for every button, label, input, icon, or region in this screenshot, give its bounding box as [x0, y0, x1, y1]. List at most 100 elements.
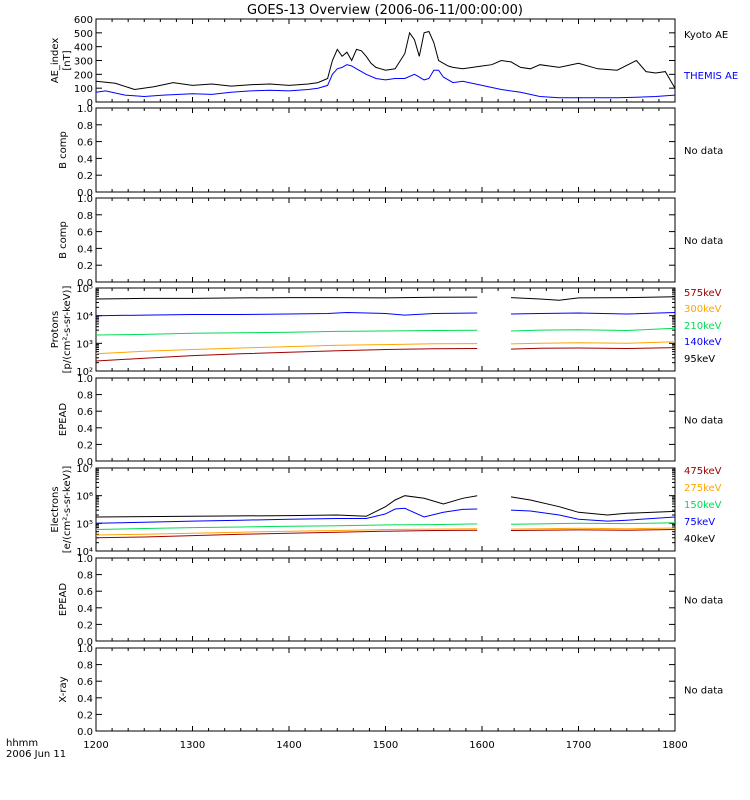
y-axis-label: B comp	[58, 131, 69, 169]
panel-3: 0.0 0.2 0.4 0.6 0.8 1.0 B comp No data	[58, 194, 723, 289]
series-line-300kev	[510, 341, 676, 345]
y-tick-label: 10⁵	[76, 519, 93, 530]
y-tick-label: 0.4	[77, 604, 93, 615]
y-tick-label: 10²	[76, 367, 93, 378]
y-axis-label: Electrons	[50, 486, 61, 532]
y-tick-label: 0.2	[77, 620, 93, 631]
legend-label: 575keV	[684, 288, 722, 299]
panel-frame	[95, 107, 676, 193]
panel-4: 10² 10³ 10⁴ 10⁵ Protons [p/(cm²-s-sr-keV)] 575…	[50, 284, 722, 378]
y-tick-label: 10⁷	[76, 464, 93, 475]
series-line-40kev	[510, 496, 676, 516]
legend-label: 40keV	[684, 534, 715, 545]
y-tick-label: 0.0	[77, 727, 93, 738]
y-axis-label: Protons	[50, 311, 61, 348]
panel-1: 0 100 200 300 400 500 600 AE_index [nT] Kyoto AE T…	[50, 15, 738, 109]
y-axis-label: X-ray	[58, 676, 69, 702]
series-line-themis-ae	[95, 64, 676, 99]
y-tick-label: 0.6	[77, 587, 93, 598]
y-tick-label: 1.0	[77, 194, 93, 205]
x-tick-label: 1800	[662, 740, 687, 751]
series-line-275kev	[95, 528, 478, 536]
series-line-95kev	[510, 296, 676, 301]
series-line-150kev	[510, 522, 676, 525]
y-tick-label: 0.8	[77, 661, 93, 672]
y-tick-label: 1.0	[77, 104, 93, 115]
panel-frame	[95, 467, 676, 552]
series-line-475kev	[95, 529, 478, 539]
y-tick-label: 300	[74, 57, 93, 68]
y-tick-label: 0.2	[77, 171, 93, 182]
y-tick-label: 0.0	[77, 188, 93, 199]
x-axis-label-hhmm: hhmm	[6, 738, 38, 749]
y-tick-label: 0.8	[77, 121, 93, 132]
legend-label: 150keV	[684, 500, 722, 511]
legend-label: 300keV	[684, 304, 722, 315]
y-tick-label: 0.0	[77, 457, 93, 468]
y-tick-label: 0.6	[77, 677, 93, 688]
y-tick-label: 0.0	[77, 637, 93, 648]
y-tick-label: 0.4	[77, 154, 93, 165]
legend-label: THEMIS AE	[683, 71, 738, 82]
series-line-140kev	[95, 311, 478, 317]
legend-label: 95keV	[684, 354, 715, 365]
y-axis-label: EPEAD	[58, 583, 69, 617]
series-line-140kev	[510, 312, 676, 315]
panel-8: 0.0 0.2 0.4 0.6 0.8 1.0 X-ray No data	[58, 644, 723, 738]
series-line-575kev	[510, 347, 676, 350]
series-line-300kev	[95, 343, 478, 355]
y-axis-label: [e/(cm²-s-sr-keV)]	[62, 466, 73, 554]
y-tick-label: 1.0	[77, 374, 93, 385]
y-tick-label: 0.2	[77, 440, 93, 451]
y-axis-label: [nT]	[62, 50, 73, 70]
y-tick-label: 0.6	[77, 138, 93, 149]
panel-frame	[95, 197, 676, 283]
legend-label: 75keV	[684, 517, 715, 528]
y-axis-label: EPEAD	[58, 403, 69, 437]
panel-6: 10⁴ 10⁵ 10⁶ 10⁷ Electrons [e/(cm²-s-sr-keV)] 4…	[50, 464, 722, 558]
y-tick-label: 0.4	[77, 244, 93, 255]
panel-2: 0.0 0.2 0.4 0.6 0.8 1.0 B comp No data	[58, 104, 723, 199]
series-line-275kev	[510, 527, 676, 530]
series-line-575kev	[95, 348, 478, 362]
y-axis-label: AE_index	[50, 38, 61, 84]
y-tick-label: 0.2	[77, 710, 93, 721]
panel-5: 0.0 0.2 0.4 0.6 0.8 1.0 EPEAD No data	[58, 374, 723, 468]
panel-frame	[95, 647, 676, 732]
x-axis-label-date: 2006 Jun 11	[6, 749, 66, 760]
series-line-40kev	[95, 495, 478, 518]
panel-7: 0.0 0.2 0.4 0.6 0.8 1.0 EPEAD No data	[58, 554, 723, 648]
y-tick-label: 1.0	[77, 554, 93, 565]
x-tick-label: 1400	[276, 740, 301, 751]
series-line-475kev	[510, 529, 676, 531]
series-line-kyoto-ae	[95, 30, 676, 91]
y-tick-label: 0.8	[77, 571, 93, 582]
y-tick-label: 10⁵	[76, 284, 93, 295]
y-tick-label: 10⁴	[76, 547, 93, 558]
series-line-150kev	[95, 523, 478, 530]
y-axis-label: B comp	[58, 221, 69, 259]
panel-frame	[95, 557, 676, 642]
x-tick-label: 1700	[566, 740, 591, 751]
figure-title: GOES-13 Overview (2006-06-11/00:00:00)	[247, 3, 523, 18]
y-tick-label: 600	[74, 15, 93, 26]
series-line-210kev	[510, 327, 676, 332]
y-tick-label: 10⁴	[76, 312, 93, 323]
y-tick-label: 0.6	[77, 228, 93, 239]
y-tick-label: 100	[74, 84, 93, 95]
no-data-text: No data	[684, 146, 723, 157]
x-tick-label: 1200	[83, 740, 108, 751]
y-tick-label: 0.8	[77, 211, 93, 222]
y-tick-label: 0.0	[77, 278, 93, 289]
panel-frame	[95, 18, 676, 103]
series-line-75kev	[95, 507, 478, 524]
no-data-text: No data	[684, 686, 723, 697]
legend-label: Kyoto AE	[684, 30, 728, 41]
y-tick-label: 400	[74, 43, 93, 54]
y-axis-label: [p/(cm²-s-sr-keV)]	[62, 286, 73, 374]
y-tick-label: 0.4	[77, 694, 93, 705]
y-tick-label: 0.6	[77, 407, 93, 418]
y-tick-label: 0	[87, 98, 93, 109]
y-tick-label: 10⁶	[76, 492, 93, 503]
